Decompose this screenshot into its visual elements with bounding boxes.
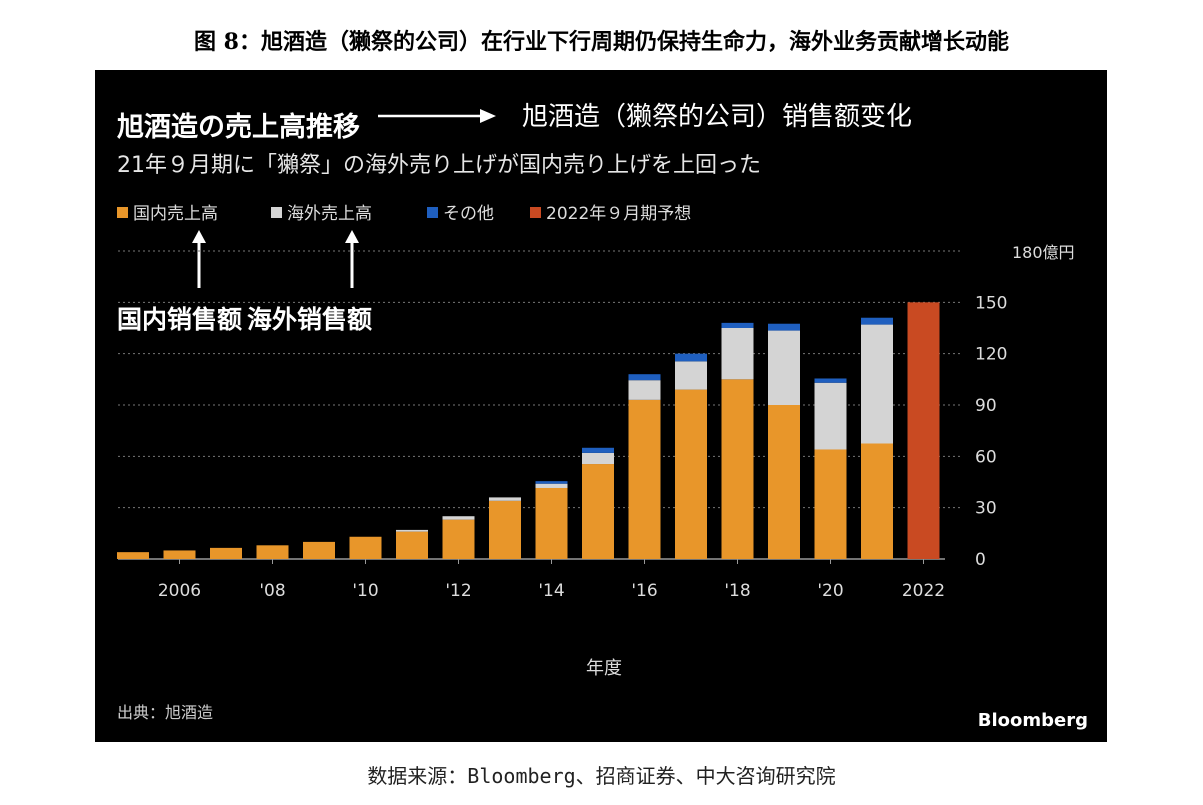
legend-label: 国内売上高 <box>133 204 218 224</box>
legend-arrows <box>192 230 359 288</box>
x-tick-label: '10 <box>352 581 378 601</box>
legend-swatch <box>271 207 282 218</box>
y-tick-label: 120 <box>975 345 1007 365</box>
figure-title: 图 8：旭酒造（獭祭的公司）在行业下行周期仍保持生命力，海外业务贡献增长动能 <box>194 29 1009 55</box>
chart-title: 旭酒造の売上高推移 <box>117 111 360 143</box>
bar-segment <box>628 374 661 381</box>
bar-segment <box>442 519 475 559</box>
bar-segment <box>442 516 475 520</box>
x-tick-label: '12 <box>445 581 471 601</box>
legend-label: その他 <box>443 204 494 224</box>
bar-segment <box>814 378 847 383</box>
chart-subtitle: 21年９月期に「獺祭」の海外売り上げが国内売り上げを上回った <box>117 153 761 178</box>
bar-segment <box>628 399 661 559</box>
bar-segment <box>861 324 893 444</box>
annotation-overseas: 海外销售额 <box>247 305 372 334</box>
credit: 出典：旭酒造 <box>117 703 213 722</box>
bar-segment <box>675 353 707 362</box>
bar-segment <box>396 529 428 532</box>
title-translation: 旭酒造（獭祭的公司）销售额变化 <box>522 102 912 132</box>
bar-segment <box>768 323 800 331</box>
bar-segment <box>721 322 754 328</box>
unit-label: 180億円 <box>1012 243 1075 262</box>
bar-segment <box>163 550 196 559</box>
bar-segment <box>628 380 661 400</box>
bar-segment <box>814 382 847 450</box>
y-tick-label: 150 <box>975 293 1007 313</box>
bar-segment <box>768 330 800 405</box>
bar-segment <box>582 447 614 453</box>
y-tick-label: 0 <box>975 550 986 570</box>
bar-segment <box>721 379 754 559</box>
bar-segment <box>396 531 428 559</box>
x-tick-label: '20 <box>817 581 843 601</box>
source-note: 数据来源：Bloomberg、招商证券、中大咨询研究院 <box>367 764 836 788</box>
bar-segment <box>861 443 893 559</box>
bar-segment <box>582 452 614 465</box>
bar-segment <box>210 547 242 559</box>
legend-swatch <box>117 207 128 218</box>
bar-segment <box>861 317 893 325</box>
bar-segment <box>814 449 847 559</box>
y-tick-label: 30 <box>975 499 997 519</box>
x-axis-label: 年度 <box>586 658 622 679</box>
legend-swatch <box>427 207 438 218</box>
bar-segment <box>489 500 521 559</box>
legend-swatch <box>530 207 541 218</box>
x-tick-label: '18 <box>724 581 750 601</box>
bar-segment <box>117 552 149 559</box>
bar-segment <box>721 328 754 380</box>
x-tick-label: '16 <box>631 581 657 601</box>
bar-segment <box>675 361 707 390</box>
bar-segment <box>582 464 614 559</box>
annotation-domestic: 国内销售额 <box>117 305 242 334</box>
bar-segment <box>768 405 800 559</box>
bar-segment <box>535 483 568 488</box>
bar-segment <box>489 497 521 501</box>
bar-segment <box>907 302 940 559</box>
brand-logo: Bloomberg <box>978 710 1088 731</box>
y-tick-label: 90 <box>975 396 997 416</box>
legend: 国内売上高 海外売上高 その他 2022年９月期予想 <box>117 204 691 224</box>
bar-segment <box>535 481 568 484</box>
bar-segment <box>535 487 568 559</box>
bar-segment <box>675 389 707 559</box>
legend-label: 海外売上高 <box>287 204 372 224</box>
x-tick-label: '08 <box>259 581 285 601</box>
bar-segment <box>349 536 382 559</box>
bar-segment <box>256 545 289 559</box>
y-tick-label: 60 <box>975 447 997 467</box>
x-tick-label: 2022 <box>902 581 945 601</box>
title-arrow <box>378 109 496 123</box>
x-tick-label: 2006 <box>158 581 201 601</box>
legend-label: 2022年９月期予想 <box>546 204 691 224</box>
x-tick-label: '14 <box>538 581 564 601</box>
bar-segment <box>303 541 335 559</box>
